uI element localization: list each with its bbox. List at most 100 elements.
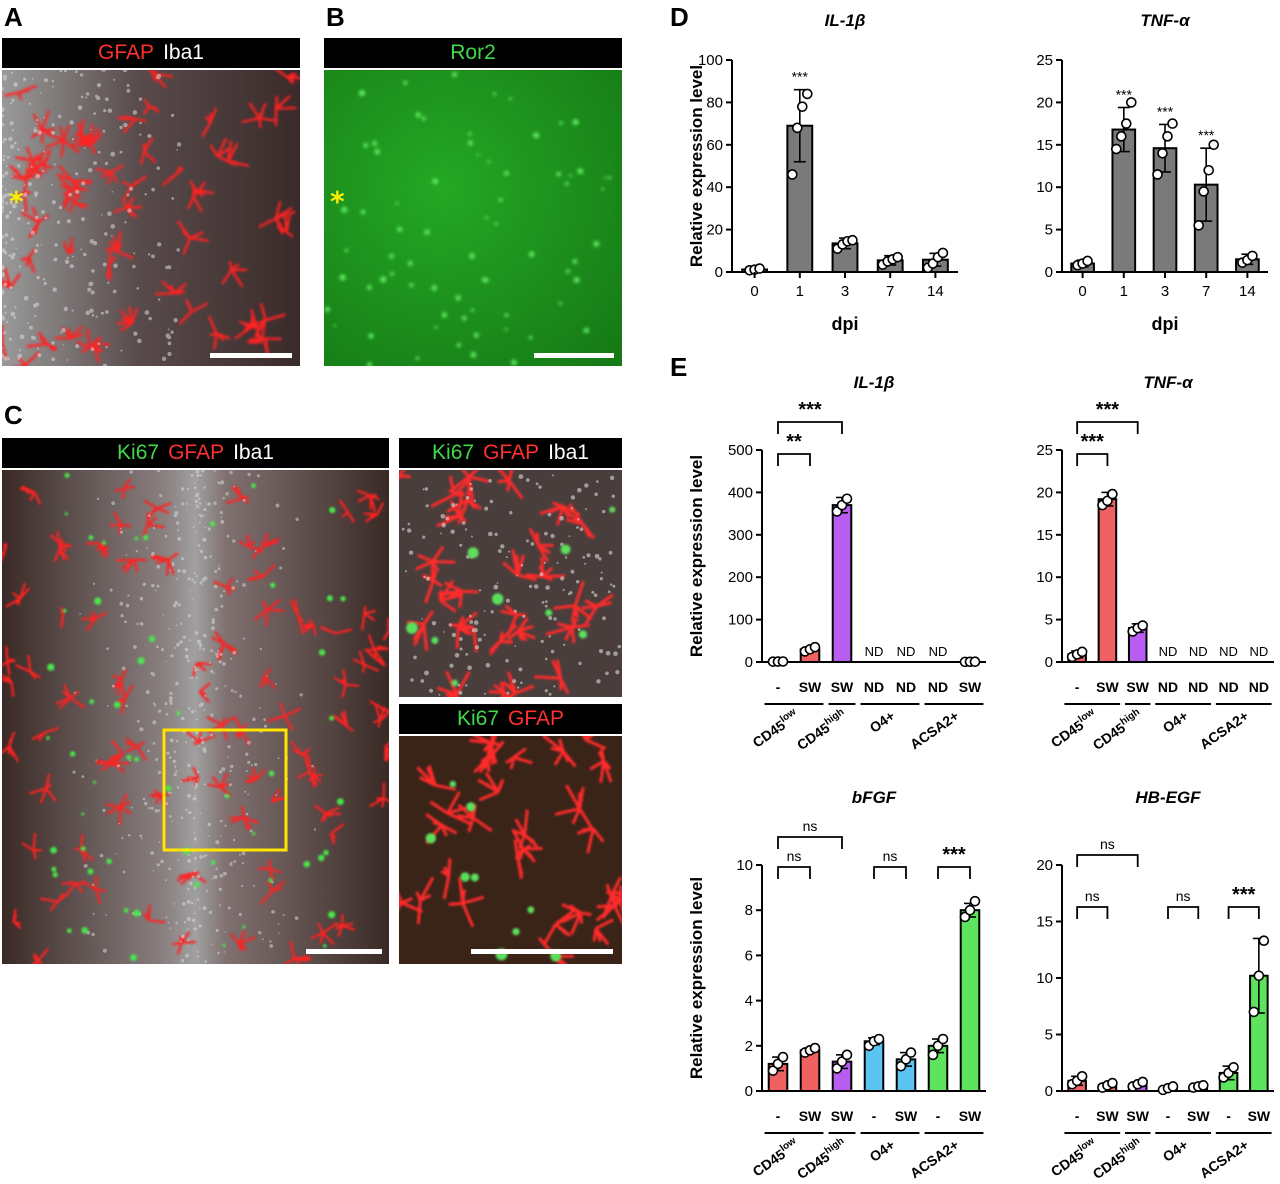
cell-signal bbox=[167, 351, 172, 357]
cell-signal bbox=[6, 192, 11, 197]
x-tick-label: 0 bbox=[750, 283, 758, 300]
cell-signal bbox=[585, 508, 588, 511]
cell-signal bbox=[558, 301, 562, 305]
cell-signal bbox=[8, 337, 12, 341]
x-tick-label: ND bbox=[1218, 679, 1238, 695]
cell-signal bbox=[27, 322, 29, 324]
cell-signal bbox=[174, 765, 177, 768]
cell-signal bbox=[148, 316, 152, 321]
cell-signal bbox=[119, 125, 123, 130]
cell-signal bbox=[500, 544, 505, 549]
cell-signal bbox=[80, 846, 86, 852]
cell-signal bbox=[111, 501, 115, 506]
cell-signal bbox=[544, 689, 548, 693]
cell-signal bbox=[85, 96, 88, 99]
cell-signal bbox=[151, 553, 154, 557]
x-tick-label: ND bbox=[896, 679, 916, 695]
data-point bbox=[1193, 220, 1204, 231]
cell-signal bbox=[469, 253, 475, 259]
cell-signal bbox=[229, 862, 233, 866]
cell-signal bbox=[576, 526, 579, 529]
cell-signal bbox=[167, 328, 170, 331]
astrocyte-process bbox=[373, 703, 389, 728]
cell-signal bbox=[194, 912, 196, 915]
cell-signal bbox=[243, 637, 246, 640]
x-tick-label: ND bbox=[1188, 679, 1208, 695]
cell-signal bbox=[81, 927, 88, 934]
cell-signal bbox=[11, 129, 14, 132]
astrocyte-process bbox=[81, 875, 106, 905]
cell-signal bbox=[544, 531, 548, 536]
panel-label-e: E bbox=[670, 352, 688, 382]
cell-signal bbox=[204, 694, 207, 697]
cell-signal bbox=[404, 570, 407, 573]
astrocyte-process bbox=[2, 324, 8, 360]
significance-label: *** bbox=[798, 399, 822, 421]
cell-signal bbox=[204, 501, 207, 504]
cell-signal bbox=[489, 499, 494, 504]
cell-signal bbox=[189, 881, 193, 886]
cell-signal bbox=[2, 107, 5, 113]
significance-label: ns bbox=[787, 848, 802, 864]
astrocyte-process bbox=[230, 930, 256, 952]
y-tick-label: 15 bbox=[1036, 527, 1053, 544]
cell-signal bbox=[90, 347, 95, 352]
cell-signal bbox=[193, 886, 197, 890]
cell-signal bbox=[119, 527, 122, 530]
cell-signal bbox=[173, 773, 177, 777]
cell-signal bbox=[51, 357, 56, 362]
cell-signal bbox=[192, 918, 196, 922]
gfap-iba1-image bbox=[2, 70, 300, 366]
cell-signal bbox=[553, 617, 557, 621]
cell-signal bbox=[127, 208, 132, 213]
cell-signal bbox=[563, 643, 566, 646]
panel-c-inset-bottom: Ki67 GFAP bbox=[399, 704, 622, 964]
cell-signal bbox=[366, 284, 372, 290]
astrocyte-process bbox=[234, 716, 250, 746]
cell-signal bbox=[37, 130, 42, 135]
data-point bbox=[1137, 1076, 1149, 1088]
cell-signal bbox=[262, 938, 264, 941]
cell-signal bbox=[222, 662, 226, 666]
cell-signal bbox=[223, 871, 227, 876]
cell-signal bbox=[196, 955, 200, 958]
cell-signal bbox=[395, 201, 399, 205]
cell-signal bbox=[105, 914, 107, 916]
cell-signal bbox=[129, 470, 133, 474]
cell-signal bbox=[51, 341, 55, 345]
cell-signal bbox=[247, 472, 251, 477]
data-point bbox=[892, 251, 903, 263]
cell-signal bbox=[191, 657, 193, 659]
cell-signal bbox=[543, 561, 546, 564]
cell-signal bbox=[282, 913, 285, 916]
cell-signal bbox=[113, 263, 118, 269]
cell-signal bbox=[407, 522, 411, 526]
astrocyte-process bbox=[2, 673, 15, 697]
cell-signal bbox=[125, 704, 128, 708]
astrocyte-process bbox=[105, 231, 134, 260]
astrocyte-process bbox=[361, 605, 377, 631]
astrocyte-process bbox=[332, 710, 354, 733]
cell-signal bbox=[173, 903, 175, 905]
cell-signal bbox=[54, 243, 58, 247]
cell-signal bbox=[318, 854, 325, 862]
astrocyte-process bbox=[399, 892, 424, 914]
cell-signal bbox=[602, 616, 606, 621]
cell-signal bbox=[213, 672, 215, 674]
cell-signal bbox=[203, 508, 207, 511]
cell-signal bbox=[148, 635, 156, 642]
cell-signal bbox=[183, 921, 187, 924]
y-tick-label: 400 bbox=[728, 484, 753, 501]
cell-signal bbox=[64, 259, 70, 264]
data-point bbox=[809, 641, 821, 653]
cell-signal bbox=[126, 193, 130, 197]
cell-signal bbox=[333, 324, 337, 327]
data-point bbox=[1126, 97, 1137, 108]
astrocyte-process bbox=[209, 137, 234, 166]
cell-signal bbox=[556, 561, 559, 564]
cell-signal bbox=[164, 534, 168, 538]
cell-signal bbox=[195, 470, 200, 474]
cell-signal bbox=[203, 633, 207, 638]
cell-signal bbox=[451, 503, 456, 508]
cell-signal bbox=[165, 333, 171, 339]
